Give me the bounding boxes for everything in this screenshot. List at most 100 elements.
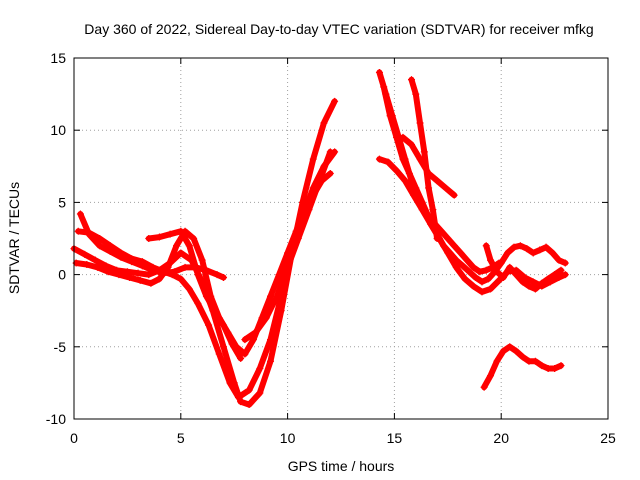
data-point <box>267 292 275 300</box>
data-point <box>516 242 524 250</box>
data-point <box>234 393 242 401</box>
data-point <box>487 256 495 264</box>
data-point <box>529 278 537 286</box>
data-point <box>418 198 426 206</box>
data-point <box>444 235 452 242</box>
data-point <box>412 90 420 98</box>
data-point <box>499 347 507 355</box>
data-point <box>416 119 424 127</box>
data-point <box>185 242 193 250</box>
data-point <box>444 249 452 257</box>
data-point <box>401 177 409 185</box>
data-point <box>181 263 189 271</box>
data-point <box>305 206 313 214</box>
data-point <box>465 268 473 276</box>
data-point <box>412 184 420 192</box>
data-point <box>399 133 407 141</box>
data-point <box>205 321 213 329</box>
data-point <box>93 263 101 271</box>
data-point <box>544 364 552 372</box>
data-point <box>393 167 401 175</box>
data-point <box>85 230 93 238</box>
data-point <box>484 275 492 283</box>
data-point <box>241 350 249 358</box>
data-point <box>442 184 450 192</box>
data-point <box>512 347 520 355</box>
data-point <box>531 357 539 365</box>
data-point <box>136 276 144 284</box>
x-tick-label: 25 <box>600 430 616 446</box>
data-point <box>529 249 537 257</box>
data-point <box>557 266 565 274</box>
data-point <box>506 263 514 271</box>
data-point <box>149 266 157 274</box>
data-point <box>452 263 460 271</box>
data-point <box>309 155 317 163</box>
data-point <box>256 389 264 397</box>
data-point <box>211 307 219 315</box>
data-point <box>525 357 533 365</box>
y-tick-label: 5 <box>58 194 66 210</box>
data-point <box>557 362 565 370</box>
data-point <box>202 266 210 274</box>
series-line <box>481 343 564 391</box>
data-point <box>320 119 328 127</box>
series-arc-9 <box>380 83 503 276</box>
data-point <box>407 76 415 84</box>
data-point <box>450 191 458 199</box>
data-point <box>459 262 467 270</box>
data-point <box>256 364 264 372</box>
y-tick-label: 15 <box>50 50 66 66</box>
data-point <box>495 276 503 284</box>
data-point <box>202 292 210 300</box>
data-point <box>433 235 441 242</box>
data-point <box>551 271 559 279</box>
data-point <box>267 336 275 344</box>
data-point <box>420 148 428 156</box>
data-point <box>384 158 392 166</box>
data-point <box>138 262 146 270</box>
data-point <box>399 155 407 163</box>
data-point <box>126 273 134 281</box>
data-point <box>228 340 236 348</box>
data-point <box>245 386 253 394</box>
data-point <box>331 97 339 105</box>
x-axis-title: GPS time / hours <box>288 458 395 474</box>
data-point <box>96 235 104 242</box>
data-point <box>538 362 546 370</box>
data-point <box>405 170 413 178</box>
data-point <box>177 275 185 283</box>
data-point <box>252 328 260 336</box>
series-arc-13 <box>480 343 565 391</box>
y-tick-label: 10 <box>50 122 66 138</box>
data-point <box>561 271 569 279</box>
data-point <box>463 256 471 264</box>
data-point <box>316 177 324 185</box>
x-tick-label: 5 <box>177 430 185 446</box>
data-point <box>478 278 486 286</box>
data-point <box>504 249 512 257</box>
data-point <box>190 235 198 242</box>
data-point <box>160 269 168 277</box>
data-point <box>555 256 563 264</box>
y-axis: -10 -5 0 5 10 15 <box>46 50 608 427</box>
y-tick-label: -5 <box>54 339 67 355</box>
data-point <box>375 68 383 76</box>
data-point <box>499 273 507 281</box>
y-tick-label: -10 <box>46 411 66 427</box>
series-arc-6 <box>241 148 334 344</box>
series-layer <box>70 68 569 409</box>
data-point <box>74 227 82 235</box>
data-point <box>523 245 531 253</box>
data-point <box>166 230 174 238</box>
data-point <box>194 271 202 279</box>
data-point <box>472 273 480 281</box>
data-point <box>493 357 501 365</box>
y-tick-label: 0 <box>58 267 66 283</box>
x-tick-label: 10 <box>280 430 296 446</box>
data-point <box>519 278 527 286</box>
data-point <box>294 235 302 242</box>
data-point <box>525 282 533 290</box>
data-point <box>215 350 223 358</box>
